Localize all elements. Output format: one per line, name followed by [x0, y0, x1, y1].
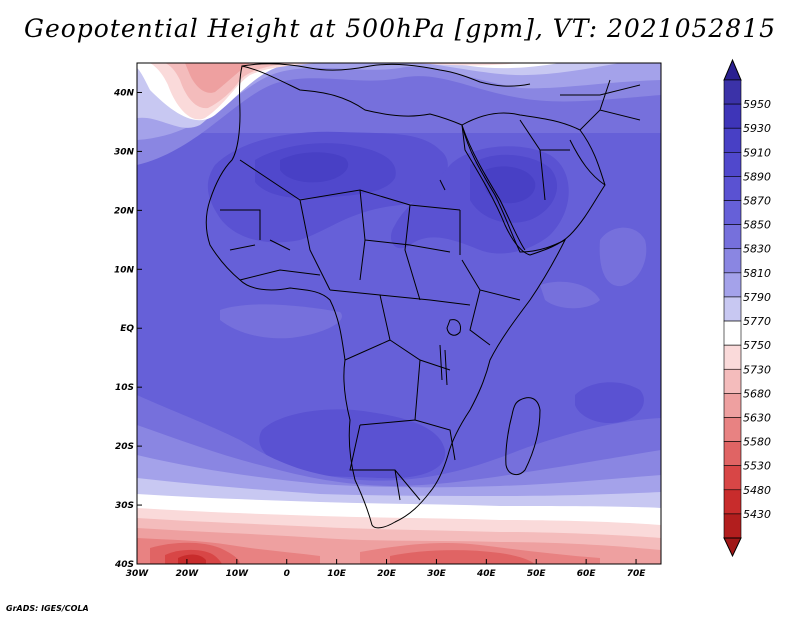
- field-patch-arabian-sea: [599, 227, 647, 287]
- mideast-borders: [519, 79, 641, 201]
- colorbar-label: 5910: [743, 146, 771, 159]
- field-high-sahara-core2: [280, 152, 349, 183]
- colorbar-swatch: [723, 296, 742, 322]
- colorbar-swatch: [723, 152, 742, 177]
- colorbar-top-arrow: [723, 58, 742, 81]
- colorbar-swatch: [723, 417, 742, 442]
- field-band-north-7: [165, 63, 480, 109]
- lake-tanganyika: [439, 344, 448, 386]
- border-lines: [220, 159, 521, 501]
- y-axis: 40N 30N 20N 10N EQ 10S 20S 30S 40S: [113, 88, 142, 570]
- colorbar-label: 5930: [743, 122, 771, 135]
- field-band-north-3: [137, 63, 661, 140]
- field-band-south-12: [178, 554, 206, 564]
- lake-victoria: [446, 319, 461, 336]
- x-tick-label: 10W: [226, 569, 250, 579]
- x-tick-label: 20W: [176, 569, 200, 579]
- colorbar-swatch: [723, 176, 742, 201]
- arabia-coast: [461, 112, 606, 256]
- field-band-north-8: [185, 63, 250, 93]
- map-title: Geopotential Height at 500hPa [gpm], VT:…: [23, 14, 777, 43]
- colorbar-swatch: [723, 513, 742, 539]
- colorbar-label: 5430: [743, 508, 771, 521]
- colorbar-label: 5870: [743, 195, 771, 208]
- x-tick-label: 60E: [577, 569, 597, 579]
- lake-nasser: [439, 179, 446, 191]
- mediterranean-north: [241, 63, 531, 87]
- field-band-north-2: [137, 63, 661, 165]
- colorbar-label: 5750: [743, 339, 771, 352]
- field-high-indian: [575, 382, 644, 424]
- colorbar-label: 5480: [743, 484, 771, 497]
- colorbar: 5950 5930 5910 5890 5870 5850 5830 5810 5790 5770…: [723, 58, 771, 558]
- height-field: [137, 63, 661, 564]
- colorbar-label: 5850: [743, 219, 771, 232]
- x-axis: 30W 20W 10W 0 10E 20E 30E 40E 50E 60E 70E: [126, 559, 646, 579]
- colorbar-swatch: [723, 465, 742, 491]
- x-tick-label: 20E: [377, 569, 397, 579]
- y-tick-label: 30S: [115, 501, 134, 511]
- colorbar-swatch: [723, 79, 742, 105]
- coastlines: [205, 63, 641, 529]
- colorbar-bottom-arrow: [723, 537, 742, 558]
- persian-gulf: [569, 139, 606, 186]
- madagascar: [505, 397, 541, 476]
- colorbar-swatch: [723, 489, 742, 515]
- y-tick-label: 10N: [114, 265, 135, 275]
- colorbar-label: 5730: [743, 363, 771, 376]
- field-band-south-10: [150, 542, 535, 564]
- credit-text: GrADS: IGES/COLA: [6, 604, 89, 613]
- red-sea: [461, 124, 526, 251]
- y-tick-label: EQ: [120, 324, 134, 334]
- colorbar-swatch: [723, 320, 742, 346]
- x-tick-label: 0: [284, 569, 290, 579]
- colorbar-swatch: [723, 224, 742, 250]
- colorbar-swatch: [723, 200, 742, 225]
- colorbar-swatch: [723, 103, 742, 129]
- colorbar-swatch: [723, 272, 742, 298]
- field-high-south: [259, 409, 446, 479]
- colorbar-label: 5890: [743, 170, 771, 183]
- colorbar-label: 5830: [743, 243, 771, 256]
- colorbar-swatch: [723, 441, 742, 466]
- y-tick-label: 40S: [114, 560, 134, 570]
- colorbar-swatch: [723, 248, 742, 274]
- plot-frame: [136, 62, 662, 565]
- x-tick-label: 50E: [527, 569, 547, 579]
- colorbar-swatch: [723, 393, 742, 418]
- colorbar-label: 5770: [743, 315, 771, 328]
- x-tick-label: 30W: [126, 569, 150, 579]
- field-patch-horn: [540, 281, 600, 309]
- y-tick-label: 10S: [115, 383, 134, 393]
- colorbar-label: 5810: [743, 267, 771, 280]
- colorbar-label: 5790: [743, 291, 771, 304]
- colorbar-swatch: [723, 127, 742, 153]
- colorbar-swatch: [723, 368, 742, 394]
- y-tick-label: 40N: [113, 88, 135, 98]
- y-tick-label: 20S: [115, 442, 134, 452]
- y-tick-label: 20N: [114, 206, 135, 216]
- x-tick-label: 40E: [476, 569, 497, 579]
- x-tick-label: 30E: [427, 569, 447, 579]
- x-tick-label: 70E: [627, 569, 647, 579]
- field-patch-gulf-guinea: [220, 304, 342, 339]
- colorbar-swatch: [723, 344, 742, 370]
- colorbar-label: 5580: [743, 436, 771, 449]
- x-tick-label: 10E: [327, 569, 347, 579]
- colorbar-label: 5680: [743, 387, 771, 400]
- colorbar-label: 5530: [743, 460, 771, 473]
- colorbar-label: 5950: [743, 98, 771, 111]
- y-tick-label: 30N: [114, 147, 135, 157]
- colorbar-label: 5630: [743, 411, 771, 424]
